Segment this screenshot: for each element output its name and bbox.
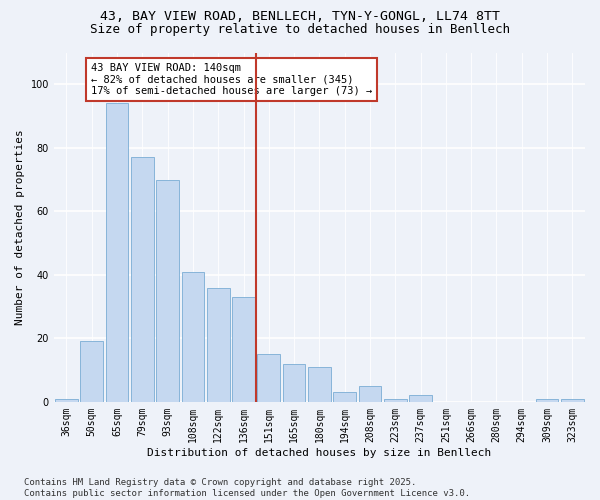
X-axis label: Distribution of detached houses by size in Benllech: Distribution of detached houses by size … [147,448,491,458]
Bar [80,342,103,402]
Text: 43 BAY VIEW ROAD: 140sqm
← 82% of detached houses are smaller (345)
17% of semi-: 43 BAY VIEW ROAD: 140sqm ← 82% of detach… [91,63,372,96]
Bar [257,354,280,402]
Bar [55,398,78,402]
Text: Contains HM Land Registry data © Crown copyright and database right 2025.
Contai: Contains HM Land Registry data © Crown c… [24,478,470,498]
Bar [283,364,305,402]
Bar [409,396,432,402]
Bar [334,392,356,402]
Bar [536,398,559,402]
Bar [182,272,205,402]
Bar [561,398,584,402]
Y-axis label: Number of detached properties: Number of detached properties [15,130,25,325]
Bar [207,288,230,402]
Bar [232,297,255,402]
Bar [308,367,331,402]
Text: 43, BAY VIEW ROAD, BENLLECH, TYN-Y-GONGL, LL74 8TT: 43, BAY VIEW ROAD, BENLLECH, TYN-Y-GONGL… [100,10,500,23]
Bar [384,398,407,402]
Bar [131,158,154,402]
Bar [359,386,382,402]
Bar [106,104,128,402]
Text: Size of property relative to detached houses in Benllech: Size of property relative to detached ho… [90,22,510,36]
Bar [156,180,179,402]
